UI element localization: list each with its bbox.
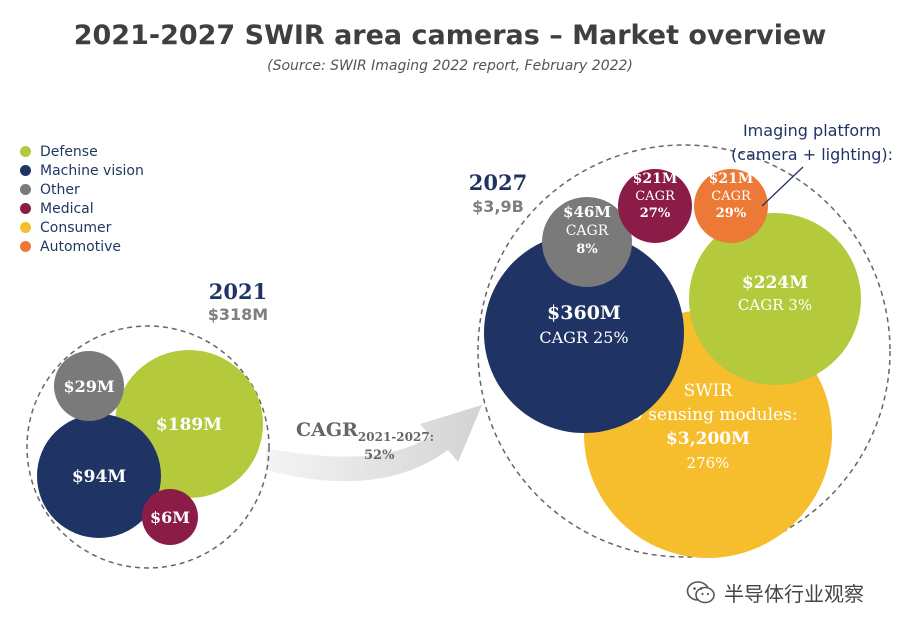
cagr-arrow-text: CAGR2021-2027: xyxy=(296,419,434,444)
legend-item-medical: Medical xyxy=(20,199,144,218)
bubble-label-2027-medical: CAGR xyxy=(635,189,676,204)
bubbles-2027: SWIR 3D sensing modules: $3,200M 276% $360M C… xyxy=(484,169,861,558)
legend-swatch xyxy=(20,241,31,252)
cagr-arrow xyxy=(266,405,482,482)
legend-swatch xyxy=(20,146,31,157)
chart-title: 2021-2027 SWIR area cameras – Market ove… xyxy=(73,20,827,51)
chart-subtitle: (Source: SWIR Imaging 2022 report, Febru… xyxy=(267,58,633,74)
bubble-2027-medical xyxy=(618,169,692,243)
bubble-2021-other xyxy=(54,351,124,421)
legend-item-automotive: Automotive xyxy=(20,237,144,256)
bubble-label-2027-medical: $21M xyxy=(633,171,678,187)
bubble-label-2021-medical: $6M xyxy=(150,508,190,527)
bubble-label-2027-consumer: 276% xyxy=(687,454,730,472)
bubble-label-2027-automotive: 29% xyxy=(716,206,747,221)
footer-watermark: 半导体行业观察 xyxy=(686,578,864,607)
bubble-label-2027-consumer: $3,200M xyxy=(666,429,750,449)
legend-label: Other xyxy=(40,181,80,198)
bubble-label-2021-other: $29M xyxy=(63,377,114,396)
year-2027-label: 2027 xyxy=(469,170,527,195)
legend-label: Machine vision xyxy=(40,162,144,179)
bubble-2027-automotive xyxy=(694,169,768,243)
wechat-icon xyxy=(686,580,715,603)
legend-swatch xyxy=(20,203,31,214)
footer-text: 半导体行业观察 xyxy=(724,582,864,606)
cagr-value: 52% xyxy=(364,448,395,463)
legend: Defense Machine vision Other Medical Consume… xyxy=(20,142,144,256)
cluster-2027-boundary xyxy=(477,144,891,558)
bubble-label-2021-machine-vision: $94M xyxy=(72,467,126,487)
callout-line-2: (camera + lighting): xyxy=(731,145,893,164)
year-2021-label: 2021 xyxy=(209,279,267,304)
total-2027-label: $3,9B xyxy=(472,197,524,216)
bubble-label-2027-machine-vision: $360M xyxy=(547,302,621,324)
bubble-label-2027-consumer: 3D sensing modules: xyxy=(618,405,797,425)
legend-swatch xyxy=(20,222,31,233)
legend-item-other: Other xyxy=(20,180,144,199)
bubble-2027-other xyxy=(542,197,632,287)
callout-line-1: Imaging platform xyxy=(743,121,881,140)
bubble-2027-defense xyxy=(689,213,861,385)
bubble-label-2027-other: $46M xyxy=(563,203,611,221)
bubble-label-2027-machine-vision: CAGR 25% xyxy=(539,328,628,347)
legend-item-consumer: Consumer xyxy=(20,218,144,237)
callout-leader-line xyxy=(761,166,804,207)
bubble-label-2027-defense: $224M xyxy=(742,273,808,293)
bubble-label-2027-other: 8% xyxy=(576,242,598,257)
bubble-label-2027-other: CAGR xyxy=(566,223,609,239)
legend-swatch xyxy=(20,184,31,195)
cluster-2021-boundary xyxy=(26,325,270,569)
total-2021-label: $318M xyxy=(208,305,268,324)
legend-label: Consumer xyxy=(40,219,112,236)
bubble-2027-machine-vision xyxy=(484,233,684,433)
bubble-2021-medical xyxy=(142,489,198,545)
bubble-label-2027-medical: 27% xyxy=(640,206,671,221)
legend-item-machine-vision: Machine vision xyxy=(20,161,144,180)
legend-swatch xyxy=(20,165,31,176)
bubble-label-2027-automotive: $21M xyxy=(709,171,754,187)
bubble-label-2027-defense: CAGR 3% xyxy=(738,296,812,314)
bubble-label-2027-consumer: SWIR xyxy=(684,381,734,401)
bubble-label-2027-automotive: CAGR xyxy=(711,189,752,204)
bubble-label-2021-defense: $189M xyxy=(156,415,222,435)
bubbles-2021: $189M $94M $29M $6M xyxy=(37,350,263,545)
bubble-2021-machine-vision xyxy=(37,414,161,538)
legend-label: Defense xyxy=(40,143,98,160)
legend-item-defense: Defense xyxy=(20,142,144,161)
legend-label: Medical xyxy=(40,200,94,217)
legend-label: Automotive xyxy=(40,238,121,255)
